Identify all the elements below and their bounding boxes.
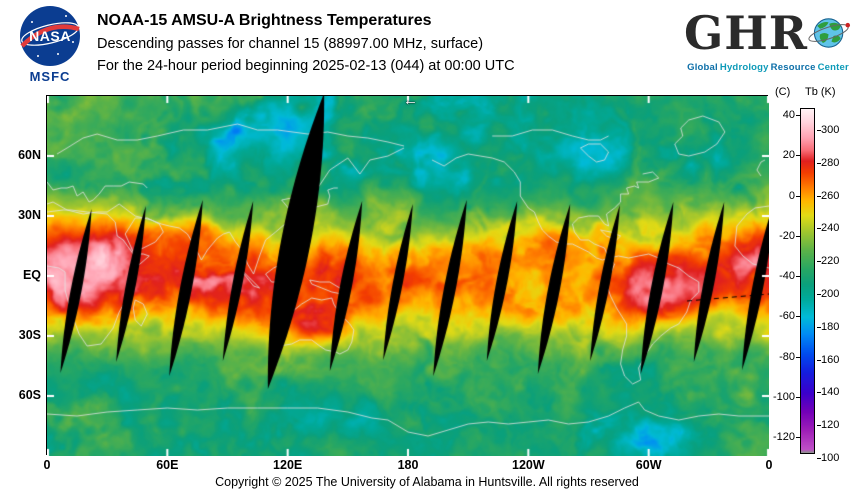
lon-label-1-60E: 60E: [156, 458, 179, 472]
colorbar-tick-mark: [796, 115, 800, 116]
msfc-label: MSFC: [29, 69, 71, 84]
colorbar-tick-mark: [796, 276, 800, 277]
colorbar-tick-mark: [817, 359, 821, 361]
lon-label-3-180: 180: [397, 458, 419, 472]
colorbar-tick-mark: [817, 261, 821, 263]
colorbar-k-tick-160: 160: [821, 353, 840, 366]
colorbar-tick-mark: [817, 130, 821, 131]
colorbar-k-tick-300: 300: [821, 124, 840, 136]
colorbar-c-tick--20: -20: [779, 229, 795, 242]
colorbar-tick-mark: [817, 458, 821, 459]
colorbar-k-tick-180: 180: [821, 320, 840, 333]
brightness-temperature-map: [47, 96, 769, 456]
lat-label-30S: 30S: [18, 328, 41, 342]
lat-label-60S: 60S: [18, 388, 41, 402]
colorbar-tick-mark: [796, 356, 800, 358]
colorbar-c-tick-0: 0: [788, 189, 795, 202]
ghrc-tagline-word-1: Hydrology: [719, 62, 769, 73]
colorbar-tick-mark: [796, 195, 800, 197]
ghrc-tagline-word-0: Global: [687, 62, 718, 73]
colorbar-tick-mark: [796, 396, 800, 398]
colorbar-scale: [800, 108, 815, 454]
ghrc-tagline: Global Hydrology Resource Center: [684, 62, 852, 73]
colorbar-tick-mark: [817, 228, 821, 230]
colorbar-tick-mark: [817, 392, 821, 394]
colorbar-celsius-unit: (C): [775, 86, 791, 98]
colorbar-k-tick-220: 220: [821, 255, 840, 268]
colorbar-k-tick-100: 100: [821, 452, 840, 464]
colorbar-c-tick--120: -120: [772, 431, 795, 443]
lat-label-EQ: EQ: [22, 268, 41, 282]
colorbar: (C) Tb (K) 40 20 0 -20 -40 -60 -80 -100 -120 300 2…: [769, 86, 854, 486]
lon-label-5-60W: 60W: [635, 458, 662, 472]
nasa-wordmark: NASA: [29, 28, 71, 44]
colorbar-tick-mark: [817, 294, 821, 295]
subtitle-period: For the 24-hour period beginning 2025-02…: [97, 58, 515, 74]
lat-label-30N: 30N: [18, 208, 41, 222]
ghrc-tagline-word-2: Resource: [770, 62, 816, 73]
colorbar-tick-mark: [817, 425, 821, 427]
lat-label-60N: 60N: [18, 148, 41, 162]
colorbar-k-tick-260: 260: [821, 189, 840, 202]
colorbar-c-tick--80: -80: [779, 350, 795, 363]
ghrc-tagline-word-3: Center: [817, 62, 849, 73]
colorbar-c-tick-20: 20: [782, 149, 795, 162]
map-plot: ← 60N 30N EQ 30S 60S 0 60E 120E 180 120W 60W 0: [18, 92, 772, 472]
colorbar-tick-mark: [817, 195, 821, 197]
colorbar-tick-mark: [817, 326, 821, 328]
ghrc-logo: GHR Global Hydrology Resource Center: [684, 5, 852, 73]
nasa-logo: NASA MSFC: [13, 4, 87, 84]
lon-label-2-120E: 120E: [273, 458, 303, 472]
colorbar-c-tick--100: -100: [772, 390, 795, 403]
colorbar-tick-mark: [796, 235, 800, 237]
cursor-arrow-icon: ←: [403, 92, 418, 109]
lon-label-6-0: 0: [765, 458, 773, 472]
subtitle-channel: Descending passes for channel 15 (88997.…: [97, 36, 484, 52]
colorbar-k-tick-280: 280: [821, 156, 840, 169]
page-title: NOAA-15 AMSU-A Brightness Temperatures: [97, 12, 432, 29]
colorbar-k-tick-240: 240: [821, 222, 840, 235]
colorbar-c-tick--40: -40: [779, 270, 795, 282]
lon-label-0-0: 0: [43, 458, 51, 472]
colorbar-kelvin-unit: Tb (K): [805, 86, 836, 98]
colorbar-k-tick-140: 140: [821, 386, 840, 399]
colorbar-tick-mark: [796, 316, 800, 318]
colorbar-c-tick--60: -60: [779, 310, 795, 323]
nasa-meatball-icon: NASA: [20, 6, 80, 66]
lon-label-4-120W: 120W: [512, 458, 545, 472]
colorbar-tick-mark: [817, 162, 821, 164]
colorbar-tick-mark: [796, 437, 800, 438]
colorbar-k-tick-120: 120: [821, 419, 840, 432]
ghrc-letters: GHR: [684, 6, 808, 60]
copyright-line: Copyright © 2025 The University of Alaba…: [215, 475, 639, 489]
header-titles: NOAA-15 AMSU-A Brightness Temperatures D…: [97, 9, 515, 77]
ghrc-globe-icon: [808, 18, 851, 48]
colorbar-c-tick-40: 40: [782, 109, 795, 121]
colorbar-k-tick-200: 200: [821, 288, 840, 300]
colorbar-tick-mark: [796, 155, 800, 157]
